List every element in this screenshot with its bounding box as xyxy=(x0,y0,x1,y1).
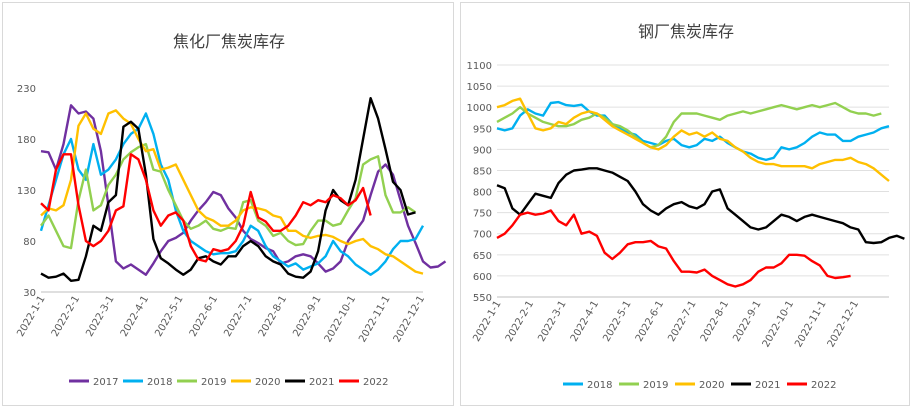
y-tick-label: 950 xyxy=(473,124,492,135)
series-line-2022 xyxy=(40,153,372,263)
y-tick-label: 180 xyxy=(17,135,36,146)
chart-title: 焦化厂焦炭库存 xyxy=(173,32,285,51)
y-tick-label: 80 xyxy=(23,237,36,248)
series-line-2018 xyxy=(496,100,890,162)
x-tick-label: 2022-4-1 xyxy=(119,294,151,339)
legend-label: 2021 xyxy=(309,377,334,388)
series-line-2020 xyxy=(40,109,424,275)
x-tick-label: 2022-7-1 xyxy=(222,294,254,339)
y-tick-label: 800 xyxy=(473,188,492,199)
y-tick-label: 1000 xyxy=(467,103,492,114)
series-line-2020 xyxy=(496,97,890,182)
y-tick-label: 850 xyxy=(473,166,492,177)
x-tick-label: 2022-10-1 xyxy=(761,299,796,349)
legend-label: 2020 xyxy=(699,380,724,391)
x-tick-label: 2022-12-1 xyxy=(826,299,861,349)
legend: 2018 2019 2020 2021 2022 xyxy=(563,380,836,391)
x-tick-label: 2022-6-1 xyxy=(188,294,220,339)
x-tick-label: 2022-2-1 xyxy=(504,299,536,344)
y-tick-label: 130 xyxy=(17,186,36,197)
chart-title: 钢厂焦炭库存 xyxy=(638,22,734,41)
x-tick-label: 2022-5-1 xyxy=(601,299,633,344)
x-tick-label: 2022-3-1 xyxy=(536,299,568,344)
series-line-2022 xyxy=(496,209,851,288)
legend-label: 2021 xyxy=(755,380,780,391)
y-tick-label: 550 xyxy=(473,293,492,304)
y-tick-label: 30 xyxy=(23,288,36,299)
y-tick-label: 900 xyxy=(473,145,492,156)
x-tick-label: 2022-9-1 xyxy=(731,299,763,344)
x-tick-label: 2022-1-1 xyxy=(471,299,503,344)
x-tick-label: 2022-9-1 xyxy=(291,294,323,339)
legend-label: 2019 xyxy=(201,377,226,388)
x-tick-label: 2022-8-1 xyxy=(699,299,731,344)
legend-label: 2022 xyxy=(363,377,388,388)
series-line-2021 xyxy=(40,96,416,282)
series-line-2019 xyxy=(496,101,882,149)
legend-label: 2018 xyxy=(147,377,172,388)
legend-label: 2022 xyxy=(811,380,836,391)
series-line-2018 xyxy=(39,112,425,276)
legend-label: 2018 xyxy=(587,380,612,391)
x-tick-label: 2022-1-1 xyxy=(15,294,47,339)
x-tick-label: 2022-12-1 xyxy=(392,294,427,344)
x-tick-label: 2022-11-1 xyxy=(793,299,828,349)
series-line-2021 xyxy=(496,167,905,245)
y-tick-label: 230 xyxy=(17,84,36,95)
legend: 2017 2018 2019 2020 2021 2022 xyxy=(69,377,388,388)
x-tick-label: 2022-10-1 xyxy=(323,294,358,344)
y-tick-label: 650 xyxy=(473,251,492,262)
y-tick-label: 1100 xyxy=(467,61,492,72)
x-tick-label: 2022-11-1 xyxy=(357,294,392,344)
x-tick-label: 2022-7-1 xyxy=(666,299,698,344)
legend-label: 2019 xyxy=(643,380,668,391)
y-tick-label: 700 xyxy=(473,230,492,241)
legend-label: 2017 xyxy=(93,377,118,388)
x-tick-label: 2022-4-1 xyxy=(569,299,601,344)
steel-mill-inventory-chart: 钢厂焦炭库存 550 600 650 700 750 800 850 900 950 1000 105… xyxy=(460,2,910,406)
x-tick-label: 2022-6-1 xyxy=(634,299,666,344)
x-tick-label: 2022-5-1 xyxy=(153,294,185,339)
x-tick-label: 2022-2-1 xyxy=(50,294,82,339)
y-tick-label: 750 xyxy=(473,209,492,220)
steel-mill-chart-svg: 钢厂焦炭库存 550 600 650 700 750 800 850 900 950 1000 105… xyxy=(467,22,905,391)
legend-label: 2020 xyxy=(255,377,280,388)
x-tick-label: 2022-3-1 xyxy=(84,294,116,339)
y-tick-label: 600 xyxy=(473,272,492,283)
x-tick-label: 2022-8-1 xyxy=(257,294,289,339)
coke-plant-inventory-chart: 焦化厂焦炭库存 30 80 130 180 230 2022-1-1 2022-2-1 2022… xyxy=(2,2,454,406)
y-tick-label: 1050 xyxy=(467,82,492,93)
